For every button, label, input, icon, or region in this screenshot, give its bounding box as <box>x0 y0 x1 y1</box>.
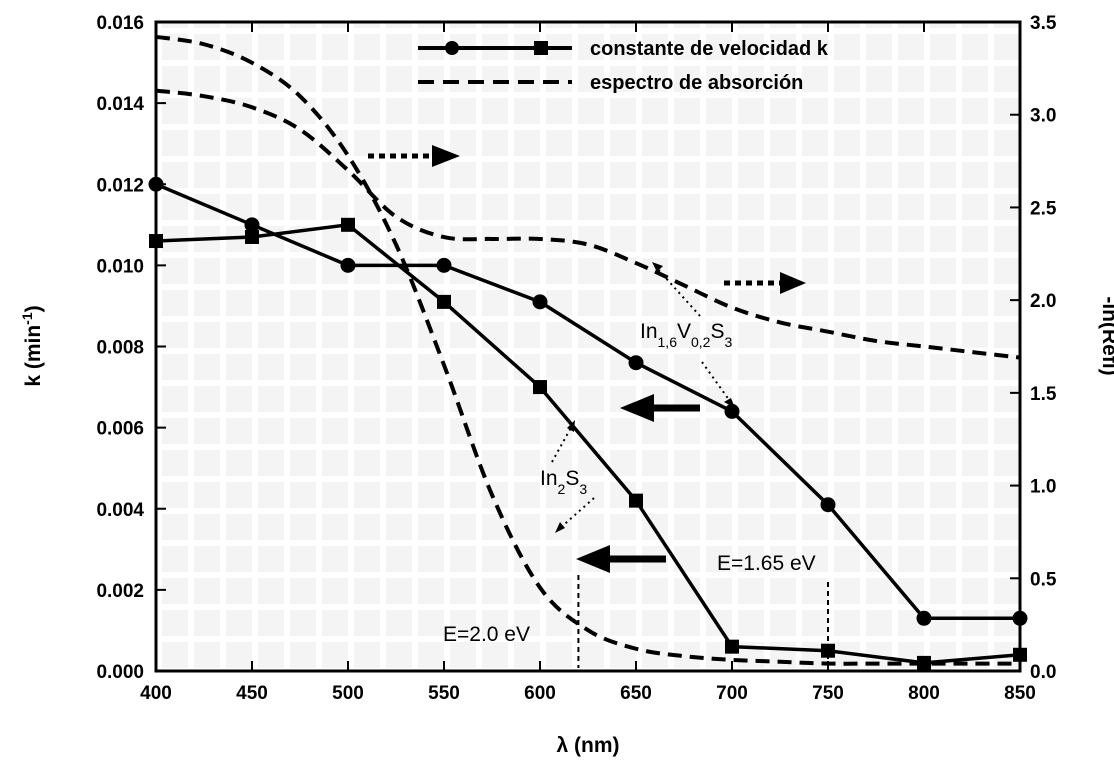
series-1-point <box>629 493 643 508</box>
label-energy-2-0: E=2.0 eV <box>443 623 530 646</box>
y-left-tick-label: 0.002 <box>96 581 144 602</box>
legend-circle-marker <box>445 41 459 55</box>
series-0-point <box>244 217 260 233</box>
x-tick-label: 700 <box>716 683 748 704</box>
y-right-tick-label: 1.0 <box>1030 477 1056 498</box>
y-left-axis-title: k (min-1) <box>19 305 45 386</box>
x-tick-label: 550 <box>428 683 460 704</box>
label-in2s3: In2S3 <box>540 467 587 497</box>
series-1-point <box>725 639 739 654</box>
y-left-tick-label: 0.010 <box>96 256 144 277</box>
x-tick-label: 400 <box>140 683 172 704</box>
x-tick-label: 500 <box>332 683 364 704</box>
y-left-tick-label: 0.000 <box>96 662 144 683</box>
series-1-point <box>245 229 259 244</box>
legend-square-marker <box>534 41 548 55</box>
y-left-tick-label: 0.008 <box>96 338 144 359</box>
y-right-tick-label: 3.5 <box>1030 13 1057 34</box>
y-left-title-tail: ) <box>22 305 45 312</box>
legend: constante de velocidad k espectro de abs… <box>418 38 829 94</box>
arrow-to-right-axis-lower <box>724 272 806 294</box>
series-2-line <box>155 88 1021 360</box>
series-1-point <box>821 643 835 658</box>
series-1-point <box>341 217 355 232</box>
series-0-point <box>916 610 932 626</box>
x-tick-label: 850 <box>1004 683 1036 704</box>
ticks-layer: 400 450 500 550 600 650 700 750 800 850 0.000 0.002… <box>96 13 1056 704</box>
label-energy-1-65: E=1.65 eV <box>717 552 816 575</box>
label-in16v02s3: In1,6V0,2S3 <box>640 320 732 350</box>
x-tick-label: 650 <box>620 683 652 704</box>
series-0-point <box>628 355 644 371</box>
y-right-axis-title: -ln(Refl) <box>1098 296 1114 375</box>
series-0-point <box>532 294 548 310</box>
pointer-in16v02s3 <box>652 262 735 408</box>
arrow-to-right-axis-upper <box>368 145 460 167</box>
series-3-line <box>155 34 1020 666</box>
y-right-tick-label: 1.5 <box>1030 384 1057 405</box>
y-left-title-sup: -1 <box>19 312 35 325</box>
x-tick-label: 600 <box>524 683 556 704</box>
x-tick-label: 800 <box>908 683 940 704</box>
y-left-tick-label: 0.016 <box>96 13 144 34</box>
arrow-to-left-axis-lower <box>576 545 666 573</box>
y-left-tick-label: 0.014 <box>96 94 144 115</box>
x-tick-label: 750 <box>812 683 844 704</box>
y-left-tick-label: 0.006 <box>96 419 144 440</box>
y-right-tick-label: 2.0 <box>1030 291 1056 312</box>
y-left-tick-label: 0.012 <box>96 175 144 196</box>
y-left-title-main: k (min <box>22 325 45 387</box>
series-0-point <box>436 257 452 273</box>
series-1-line <box>155 222 1021 665</box>
legend-label-absorption: espectro de absorción <box>590 72 803 94</box>
series-0-point <box>724 403 740 419</box>
series-0-point <box>820 497 836 513</box>
x-tick-label: 450 <box>236 683 268 704</box>
legend-label-k: constante de velocidad k <box>590 38 829 60</box>
series-layer <box>148 34 1028 670</box>
series-1-point <box>533 380 547 395</box>
y-right-tick-label: 2.5 <box>1030 198 1057 219</box>
arrow-to-left-axis-upper <box>620 394 700 422</box>
y-right-tick-label: 0.5 <box>1030 569 1057 590</box>
x-axis-title: λ (nm) <box>557 734 620 757</box>
y-right-tick-label: 3.0 <box>1030 106 1056 127</box>
y-left-tick-label: 0.004 <box>96 500 144 521</box>
pointer-in2s3 <box>551 420 595 533</box>
series-0-point <box>340 257 356 273</box>
series-1-point <box>437 294 451 309</box>
y-right-tick-label: 0.0 <box>1030 662 1056 683</box>
series-0-line <box>155 182 1020 621</box>
